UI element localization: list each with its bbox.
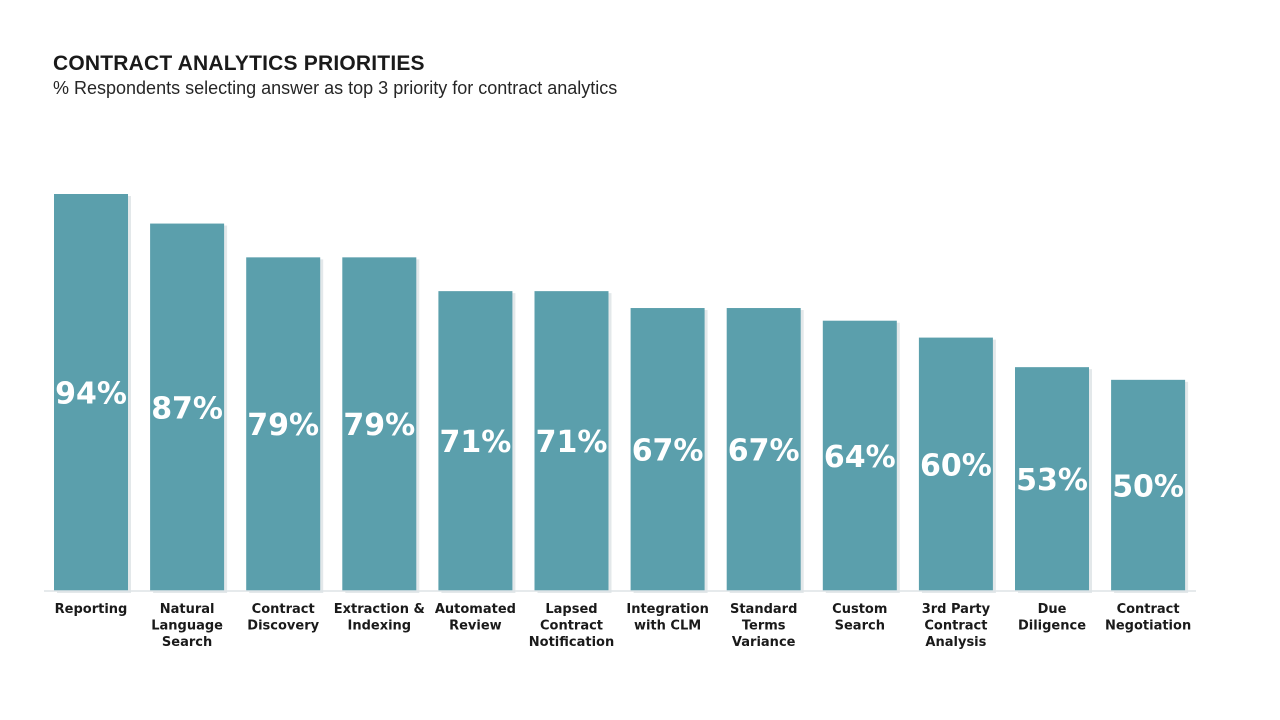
bar xyxy=(1015,367,1089,591)
bar xyxy=(534,291,609,591)
category-label: 3rd Party Contract Analysis xyxy=(922,602,991,650)
category-label: Natural Language Search xyxy=(151,602,223,650)
category-label: Contract Negotiation xyxy=(1105,602,1191,634)
bar xyxy=(822,320,897,591)
value-label: 67% xyxy=(632,434,704,469)
category-label: Standard Terms Variance xyxy=(730,602,797,650)
bar xyxy=(630,308,705,591)
category-label: Contract Discovery xyxy=(247,602,319,634)
bar xyxy=(726,308,801,591)
bar xyxy=(342,257,417,591)
value-label: 67% xyxy=(728,434,800,469)
value-label: 79% xyxy=(343,408,415,443)
value-label: 71% xyxy=(439,425,511,460)
bar xyxy=(54,194,128,591)
bar xyxy=(150,223,225,591)
bar xyxy=(918,337,993,591)
value-label: 87% xyxy=(151,391,223,426)
bar xyxy=(438,291,513,591)
value-label: 71% xyxy=(536,425,608,460)
bar xyxy=(246,257,321,591)
category-label: Reporting xyxy=(55,602,128,617)
category-label: Lapsed Contract Notification xyxy=(529,602,614,650)
chart-subtitle: % Respondents selecting answer as top 3 … xyxy=(53,78,618,98)
bar xyxy=(1111,379,1186,591)
value-label: 50% xyxy=(1112,469,1184,504)
category-label: Custom Search xyxy=(832,602,887,634)
value-label: 79% xyxy=(247,408,319,443)
chart-title: CONTRACT ANALYTICS PRIORITIES xyxy=(53,52,425,75)
category-label: Extraction & Indexing xyxy=(334,602,425,634)
value-label: 94% xyxy=(55,377,127,412)
category-label: Integration with CLM xyxy=(626,602,708,634)
value-label: 60% xyxy=(920,448,992,483)
value-label: 64% xyxy=(824,440,896,475)
category-label: Automated Review xyxy=(435,602,516,634)
category-label: Due Diligence xyxy=(1018,602,1086,634)
value-label: 53% xyxy=(1016,463,1088,498)
